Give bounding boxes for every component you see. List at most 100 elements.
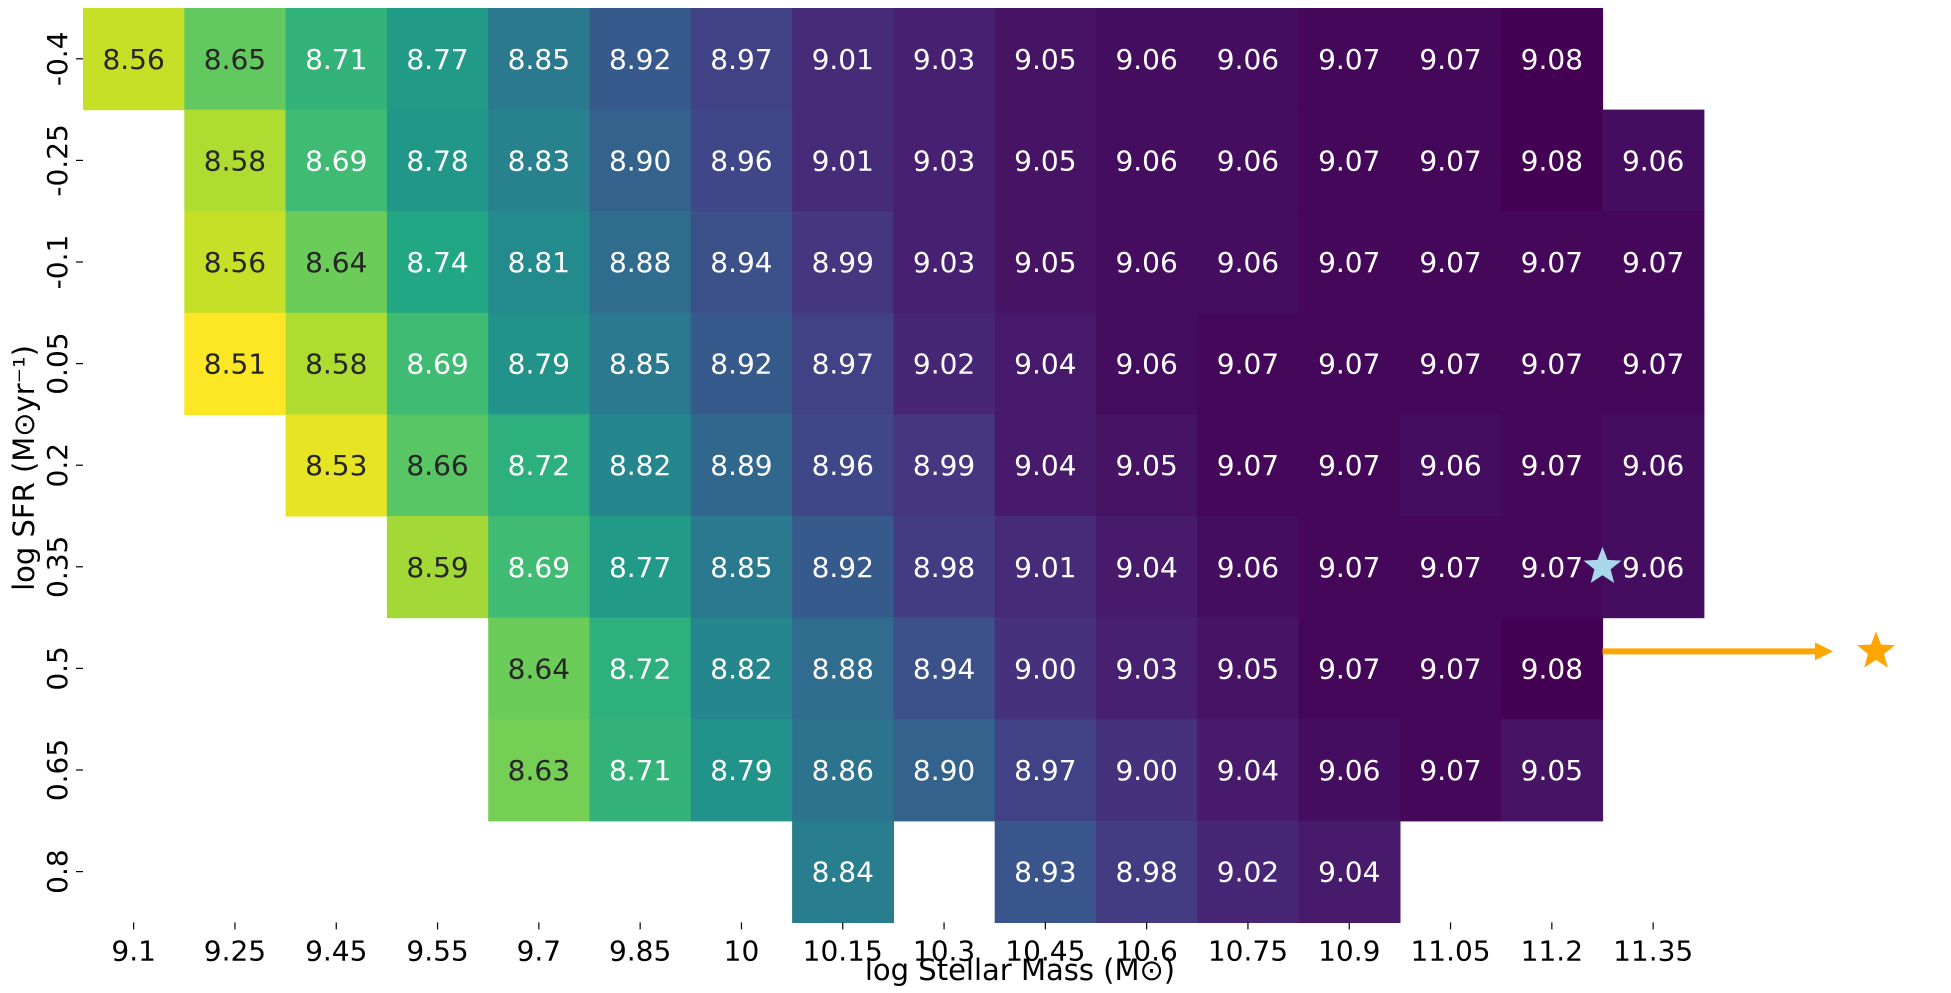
heatmap-cell	[488, 312, 591, 415]
heatmap-cell	[1399, 8, 1502, 111]
cell-value-label: 9.07	[1217, 449, 1279, 482]
cell-value-label: 8.81	[508, 246, 570, 279]
y-tick-label: 0.2	[41, 443, 74, 488]
cell-value-label: 8.94	[710, 246, 772, 279]
heatmap-cell	[285, 8, 388, 111]
cell-value-label: 9.07	[1419, 144, 1481, 177]
cell-value-label: 9.06	[1115, 246, 1177, 279]
heatmap-cell	[690, 109, 793, 212]
heatmap-cell	[1602, 516, 1705, 619]
cell-value-label: 9.07	[1419, 754, 1481, 787]
cell-value-label: 9.07	[1419, 246, 1481, 279]
heatmap-cell	[690, 211, 793, 314]
heatmap-cell	[893, 312, 996, 415]
heatmap-cell	[994, 312, 1097, 415]
heatmap-cell	[1399, 617, 1502, 720]
heatmap-cell	[893, 211, 996, 314]
y-tick-label: 0.8	[41, 849, 74, 894]
cell-value-label: 9.07	[1622, 348, 1684, 381]
y-tick-label: -0.1	[41, 235, 74, 290]
cell-value-label: 9.00	[1115, 754, 1177, 787]
cell-value-label: 9.07	[1318, 246, 1380, 279]
heatmap-cell	[285, 414, 388, 517]
heatmap-cell	[1602, 414, 1705, 517]
heatmap-cell	[994, 211, 1097, 314]
cell-value-label: 8.97	[1014, 754, 1076, 787]
heatmap-cell	[994, 8, 1097, 111]
cell-value-label: 8.92	[812, 551, 874, 584]
cell-value-label: 9.07	[1318, 652, 1380, 685]
cell-value-label: 8.69	[305, 144, 367, 177]
cell-value-label: 9.07	[1521, 449, 1583, 482]
cell-value-label: 8.85	[710, 551, 772, 584]
cell-value-label: 9.02	[913, 348, 975, 381]
cell-value-label: 9.05	[1521, 754, 1583, 787]
cell-value-label: 9.00	[1014, 652, 1076, 685]
cell-value-label: 8.66	[406, 449, 468, 482]
cell-value-label: 8.78	[406, 144, 468, 177]
cell-value-label: 8.64	[305, 246, 367, 279]
x-tick-label: 10.75	[1208, 934, 1288, 967]
cell-value-label: 9.07	[1419, 43, 1481, 76]
heatmap-cell	[1399, 211, 1502, 314]
cell-value-label: 8.69	[508, 551, 570, 584]
heatmap-cell	[488, 617, 591, 720]
cell-value-label: 8.77	[609, 551, 671, 584]
heatmap-cell	[386, 312, 489, 415]
cell-value-label: 8.71	[609, 754, 671, 787]
cell-value-label: 8.86	[812, 754, 874, 787]
cell-value-label: 8.69	[406, 348, 468, 381]
cell-value-label: 9.07	[1318, 551, 1380, 584]
cell-value-label: 9.04	[1014, 449, 1076, 482]
cell-value-label: 8.96	[812, 449, 874, 482]
heatmap-cell	[184, 8, 287, 111]
heatmap-cell	[1197, 211, 1300, 314]
cell-value-label: 9.05	[1115, 449, 1177, 482]
heatmap-cell	[893, 516, 996, 619]
cell-value-label: 8.88	[609, 246, 671, 279]
heatmap-cell	[994, 109, 1097, 212]
heatmap-cell	[1197, 8, 1300, 111]
cell-value-label: 9.07	[1419, 652, 1481, 685]
heatmap-cell	[1096, 414, 1198, 517]
cell-value-label: 8.98	[1115, 856, 1177, 889]
cell-value-label: 8.85	[609, 348, 671, 381]
x-tick-label: 9.7	[517, 934, 562, 967]
x-axis-label: log Stellar Mass (M⊙)	[865, 953, 1175, 987]
cell-value-label: 8.98	[913, 551, 975, 584]
heatmap-cell	[386, 109, 489, 212]
cell-value-label: 9.08	[1521, 652, 1583, 685]
heatmap-cell	[792, 516, 894, 619]
cell-value-label: 8.65	[204, 43, 266, 76]
x-tick-label: 10.3	[913, 934, 975, 967]
heatmap-cell	[893, 719, 996, 822]
heatmap-cell	[893, 617, 996, 720]
heatmap-cell	[589, 8, 692, 111]
cell-value-label: 9.06	[1217, 144, 1279, 177]
cell-value-label: 8.56	[204, 246, 266, 279]
heatmap-cell	[184, 109, 287, 212]
cell-value-label: 8.51	[204, 348, 266, 381]
cell-value-label: 9.06	[1217, 246, 1279, 279]
x-tick-label: 9.1	[111, 934, 156, 967]
heatmap-cell	[994, 516, 1097, 619]
heatmap-cell	[690, 8, 793, 111]
heatmap-cell	[1096, 617, 1198, 720]
heatmap-cell	[1197, 617, 1300, 720]
cell-value-label: 8.94	[913, 652, 975, 685]
heatmap-cell	[1399, 516, 1502, 619]
heatmap-cell	[893, 109, 996, 212]
cell-value-label: 8.82	[609, 449, 671, 482]
x-tick-label: 10.6	[1115, 934, 1177, 967]
cell-value-label: 8.77	[406, 43, 468, 76]
x-tick-label: 9.85	[609, 934, 671, 967]
cell-value-label: 8.82	[710, 652, 772, 685]
cell-value-label: 8.85	[508, 43, 570, 76]
heatmap-cell	[386, 8, 489, 111]
orange-star-marker	[1856, 631, 1896, 668]
cell-value-label: 8.90	[609, 144, 671, 177]
x-tick-label: 11.05	[1410, 934, 1490, 967]
cell-value-label: 9.06	[1115, 144, 1177, 177]
cell-value-label: 8.79	[508, 348, 570, 381]
